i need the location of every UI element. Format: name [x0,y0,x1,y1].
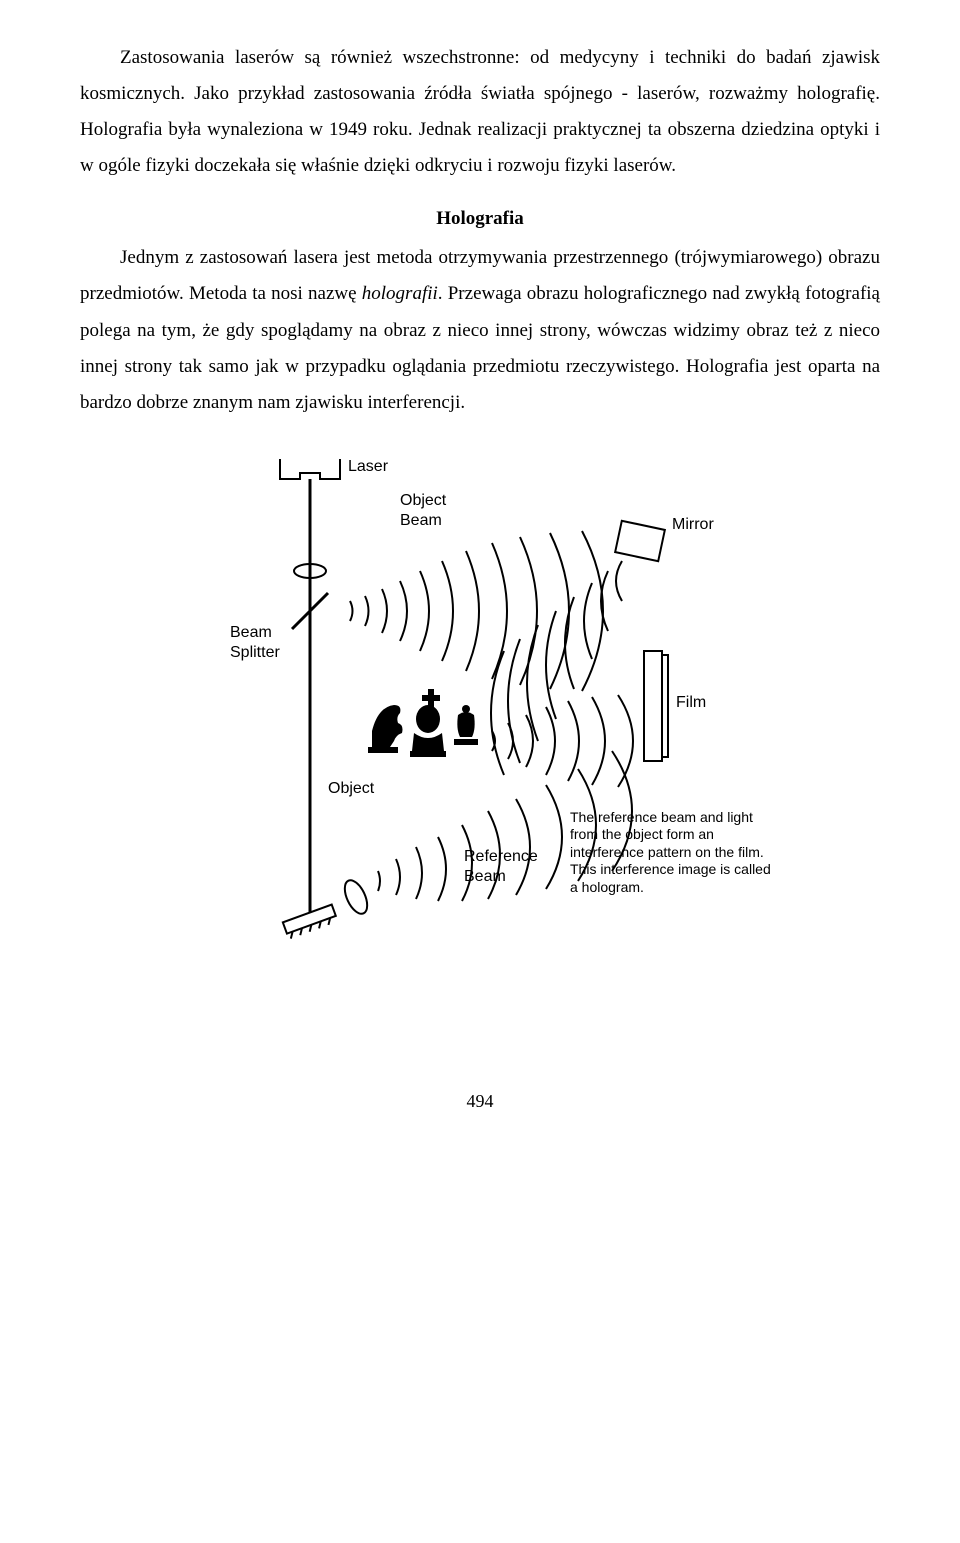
paragraph-2: Jednym z zastosowań lasera jest metoda o… [80,240,880,420]
label-beam-splitter: Beam Splitter [230,623,280,663]
label-film: Film [676,693,706,713]
paragraph-2-italic: holografii [362,283,438,304]
section-heading: Holografia [80,208,880,230]
page-number: 494 [80,1091,880,1112]
label-mirror: Mirror [672,515,714,535]
paragraph-1: Zastosowania laserów są również wszechst… [80,40,880,184]
figure-caption: The reference beam and light from the ob… [570,809,780,897]
page: Zastosowania laserów są również wszechst… [0,0,960,1152]
holography-figure: Laser Object Beam Mirror Beam Splitter F… [200,451,760,971]
label-reference-beam: Reference Beam [464,847,538,887]
label-object-beam: Object Beam [400,491,446,531]
label-object: Object [328,779,374,799]
label-laser: Laser [348,457,388,477]
